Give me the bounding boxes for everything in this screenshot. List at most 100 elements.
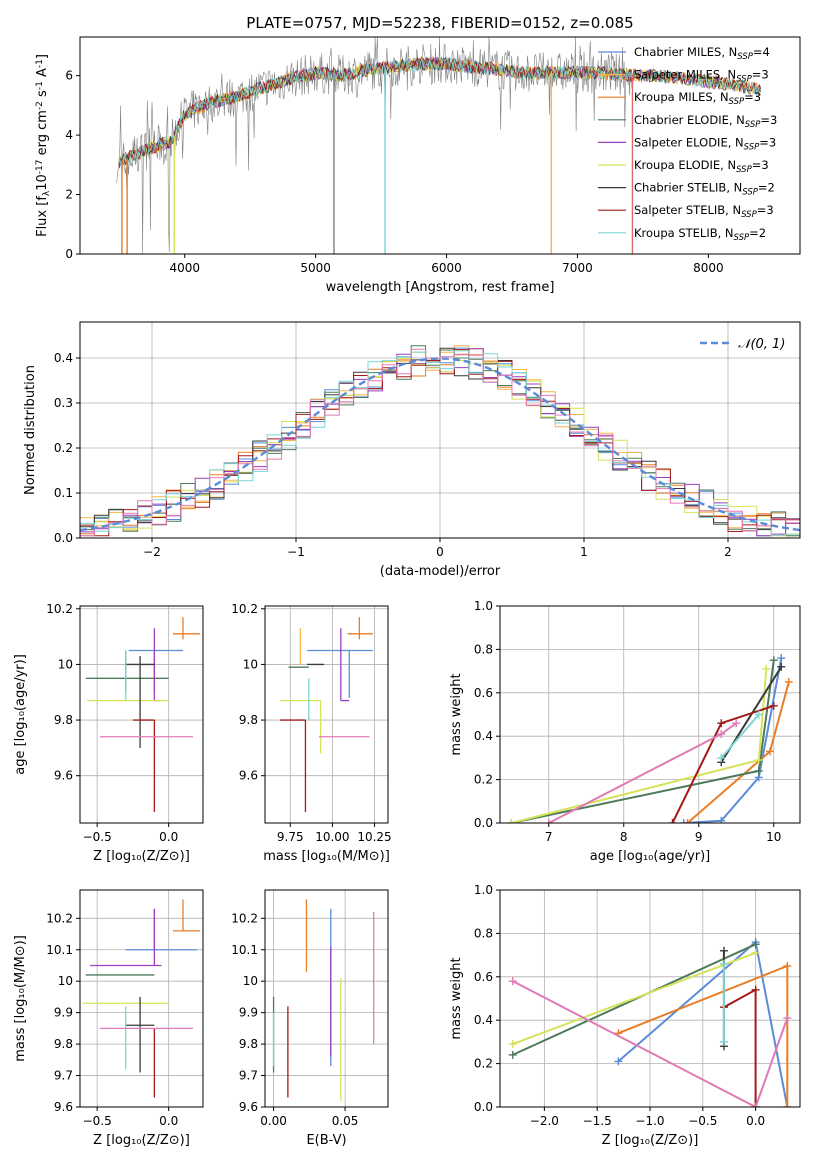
x-tick-label: 0.00: [260, 1114, 287, 1128]
axes-age_vs_mass: 9.75 10.00 10.25 9.6 9.8 10 10.2 mass [log₁₀(M/…: [231, 602, 391, 864]
legend-val: =2: [758, 181, 775, 195]
y-tick-label: 0.6: [474, 970, 493, 984]
mass-weight-line: [511, 668, 768, 823]
x-tick-label: 4000: [169, 261, 200, 275]
legend-entry: Salpeter STELIB, NSSP=3: [634, 203, 774, 220]
legend-entry: Salpeter MILES, NSSP=3: [634, 68, 769, 85]
legend-entry: Kroupa MILES, NSSP=3: [634, 90, 761, 107]
plot-area: [80, 606, 203, 823]
x-axis-label: (data-model)/error: [380, 564, 501, 579]
residual-histogram: [80, 347, 800, 532]
x-tick-label: 7: [545, 830, 553, 844]
axes-frame: [264, 605, 389, 824]
y-label-part: 10: [35, 174, 50, 191]
axes-mass_weight_vs_age: 7 8 9 10 0.0 0.2 0.4 0.6 0.8 1.0 age [log₁₀(age/yr…: [449, 599, 801, 864]
mass-weight-line: [512, 943, 757, 1056]
y-tick-label: 0.3: [54, 396, 73, 410]
y-tick-label: 9.6: [54, 769, 73, 783]
y-tick-label: 1.0: [474, 883, 493, 897]
y-label-part: A: [35, 68, 50, 81]
x-axis-label: E(B-V): [306, 1133, 346, 1148]
y-tick-label: 0.0: [54, 531, 73, 545]
x-axis-label: wavelength [Angstrom, rest frame]: [326, 280, 555, 295]
y-tick-label: 0.2: [54, 441, 73, 455]
y-tick-label: 0.8: [474, 926, 493, 940]
axes-frame: [499, 889, 801, 1108]
x-tick-label: 0.0: [746, 1114, 765, 1128]
x-axis-label: mass [log₁₀(M/M⊙)]: [263, 849, 390, 864]
legend-entry: Chabrier STELIB, NSSP=2: [634, 181, 775, 198]
y-tick-label: 0.6: [474, 686, 493, 700]
y-tick-label: 9.6: [239, 769, 258, 783]
axes-mass_vs_ebv: 0.00 0.05 9.6 9.7 9.8 9.9 10 10.1 10.2 E(B-V): [231, 889, 389, 1148]
axes-frame: [499, 605, 801, 824]
y-tick-label: 10.2: [231, 911, 258, 925]
y-tick-label: 9.6: [239, 1100, 258, 1114]
axes-frame: [79, 605, 204, 824]
y-tick-label: 10: [58, 657, 73, 671]
y-tick-label: 0.1: [54, 486, 73, 500]
y-axis-label: age [log₁₀(age/yr)]: [13, 654, 28, 775]
model-spectrum: [118, 57, 762, 166]
figure-title: PLATE=0757, MJD=52238, FIBERID=0152, z=0…: [246, 14, 633, 32]
plot-area: [116, 37, 762, 254]
x-tick-label: 2: [724, 545, 732, 559]
axes-spectrum: 4000 5000 6000 7000 8000 0 2 4 6 wavelength [Angs…: [35, 36, 801, 295]
x-tick-label: 1: [580, 545, 588, 559]
y-tick-label: 9.8: [54, 1037, 73, 1051]
mass-weight-line: [512, 980, 789, 1107]
gaussian-curve: [80, 357, 800, 532]
x-tick-label: 8000: [693, 261, 724, 275]
y-tick-label: 9.8: [54, 713, 73, 727]
legend-entry: 𝒩(0, 1): [738, 337, 785, 352]
legend-val: =3: [757, 203, 774, 217]
legend-entry: Salpeter ELODIE, NSSP=3: [634, 135, 776, 152]
legend-entry: Kroupa STELIB, NSSP=2: [634, 226, 766, 243]
y-label-part: Flux [f: [35, 196, 50, 237]
axes-frame: [79, 321, 801, 539]
y-axis-label: Flux [fλ10-17 erg cm-2 s-1 A-1]: [35, 54, 52, 237]
x-axis-label: Z [log₁₀(Z/Z⊙)]: [93, 1133, 190, 1148]
axes-frame: [264, 889, 389, 1108]
y-label-part: ]: [35, 54, 50, 59]
y-tick-label: 0.4: [474, 729, 493, 743]
legend-entry: Kroupa ELODIE, NSSP=3: [634, 158, 769, 175]
y-tick-label: 0: [65, 247, 73, 261]
residual-histogram: [80, 348, 800, 537]
y-axis-label: mass weight: [449, 673, 464, 755]
y-tick-label: 0.2: [474, 1057, 493, 1071]
legend-val: =3: [744, 90, 761, 104]
x-tick-label: 10.25: [357, 830, 391, 844]
x-tick-label: −0.5: [83, 1114, 112, 1128]
x-tick-label: 5000: [300, 261, 331, 275]
y-tick-label: 10.2: [231, 602, 258, 616]
y-tick-label: 10: [243, 657, 258, 671]
legend-sub: SSP: [736, 165, 752, 175]
y-label-part: s: [35, 90, 50, 101]
axes-age_vs_Z: −0.5 0.0 9.6 9.8 10 10.2 Z [log₁₀(Z/Z⊙)] age [l…: [13, 602, 204, 864]
legend-entry: Chabrier MILES, NSSP=4: [634, 45, 770, 62]
x-tick-label: −2.0: [530, 1114, 559, 1128]
x-axis-label: Z [log₁₀(Z/Z⊙)]: [602, 1133, 699, 1148]
x-tick-label: 0: [436, 545, 444, 559]
axes-mass_weight_vs_Z: −2.0 −1.5 −1.0 −0.5 0.0 0.0 0.2 0.4 0.6 0.8 1.0 Z […: [449, 883, 801, 1148]
legend-sub: SSP: [741, 210, 757, 220]
x-axis-label: Z [log₁₀(Z/Z⊙)]: [93, 849, 190, 864]
legend-val: =3: [759, 135, 776, 149]
x-tick-label: 8: [620, 830, 628, 844]
legend-sub: SSP: [736, 75, 752, 85]
legend-val: =4: [753, 45, 770, 59]
mass-weight-line: [512, 951, 756, 1046]
y-tick-label: 10.2: [46, 602, 73, 616]
y-tick-label: 0.8: [474, 642, 493, 656]
legend-sub: SSP: [744, 142, 760, 152]
x-tick-label: −0.5: [83, 830, 112, 844]
legend-val: =3: [760, 113, 777, 127]
legend-sub: SSP: [734, 233, 750, 243]
x-tick-label: 10.00: [315, 830, 349, 844]
x-tick-label: −1: [287, 545, 305, 559]
residual-histogram: [80, 350, 800, 536]
y-tick-label: 9.8: [239, 713, 258, 727]
x-tick-label: 0.0: [159, 830, 178, 844]
